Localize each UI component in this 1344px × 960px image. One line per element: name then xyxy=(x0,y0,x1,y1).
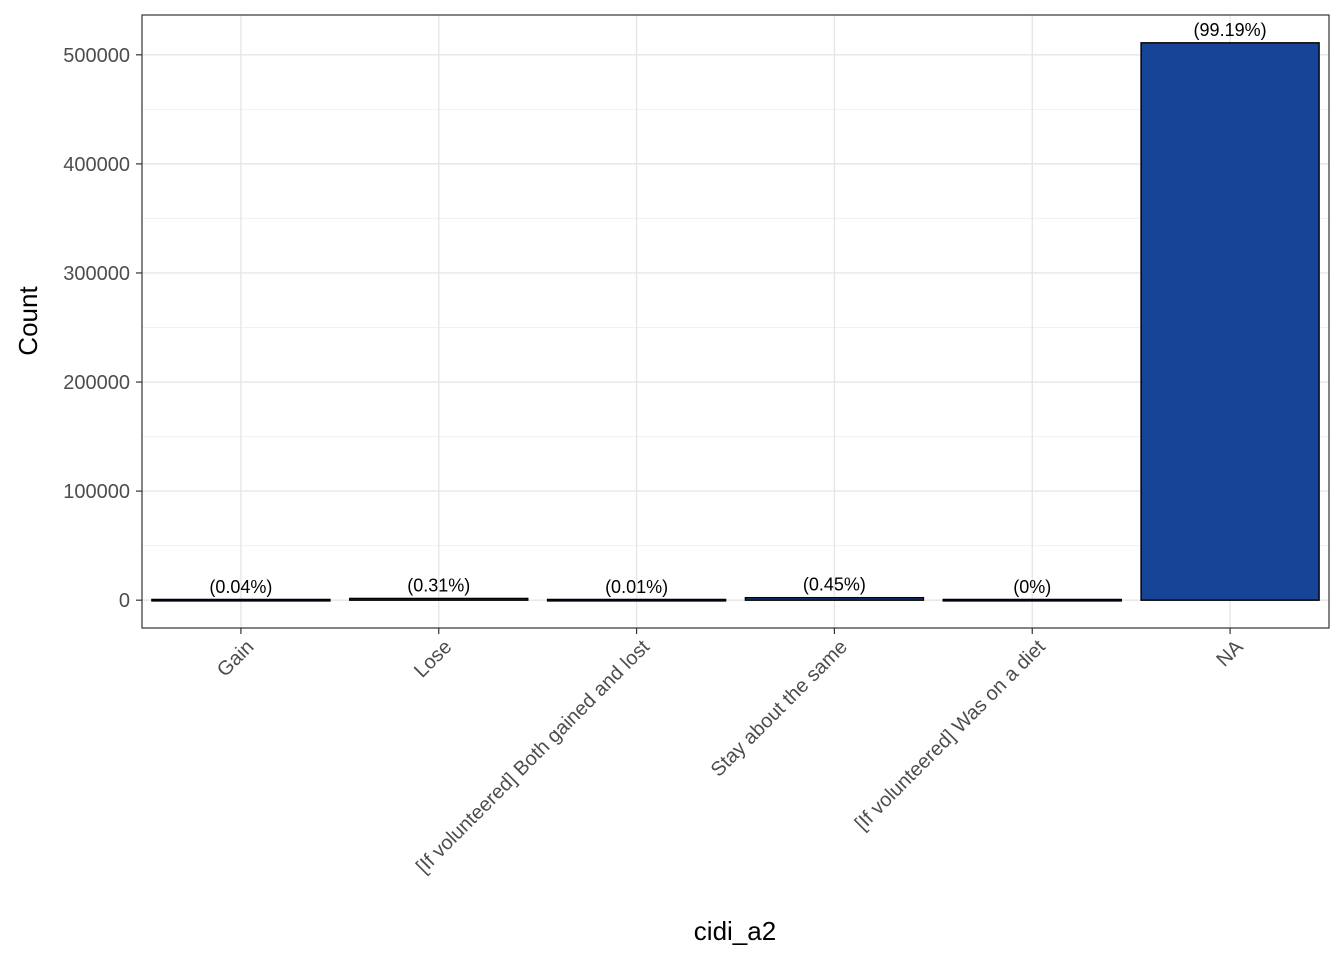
bar xyxy=(546,598,727,602)
bar xyxy=(942,598,1122,602)
y-tick-label: 400000 xyxy=(63,154,130,176)
data-label: (0.04%) xyxy=(209,577,272,597)
y-tick-label: 200000 xyxy=(63,372,130,394)
data-labels: (0.04%) (0.31%) (0.01%) (0.45%) (0%) (99.19%) xyxy=(209,20,1266,597)
bar xyxy=(744,596,925,601)
y-tick-label: 0 xyxy=(119,590,130,612)
y-tick-label: 100000 xyxy=(63,481,130,503)
bar xyxy=(151,598,331,602)
y-axis-title: Count xyxy=(13,286,43,356)
data-label: (99.19%) xyxy=(1194,20,1267,40)
bar xyxy=(349,597,529,601)
plot-panel-background xyxy=(142,15,1329,628)
y-axis: 0 100000 200000 300000 400000 500000 xyxy=(63,45,142,612)
bar xyxy=(1140,42,1320,601)
data-label: (0.45%) xyxy=(803,575,866,595)
y-tick-label: 300000 xyxy=(63,263,130,285)
data-label: (0.31%) xyxy=(407,575,470,595)
plot-panel-border xyxy=(141,14,1330,629)
bars xyxy=(151,42,1320,602)
x-axis-title: cidi_a2 xyxy=(694,916,776,946)
data-label: (0%) xyxy=(1013,577,1051,597)
data-label: (0.01%) xyxy=(605,577,668,597)
y-tick-label: 500000 xyxy=(63,45,130,67)
